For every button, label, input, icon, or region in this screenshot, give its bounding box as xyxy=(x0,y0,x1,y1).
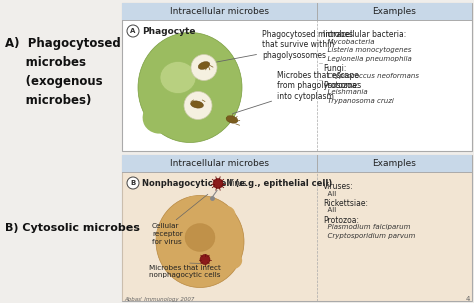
Ellipse shape xyxy=(185,224,215,251)
Ellipse shape xyxy=(220,251,242,269)
Ellipse shape xyxy=(184,196,204,212)
Text: Rickettsiae:: Rickettsiae: xyxy=(323,199,368,208)
Text: Cellular
receptor
for virus: Cellular receptor for virus xyxy=(152,224,183,245)
Ellipse shape xyxy=(143,97,182,134)
Text: Plasmodium falciparum: Plasmodium falciparum xyxy=(323,225,410,231)
Ellipse shape xyxy=(160,62,196,94)
Ellipse shape xyxy=(198,62,210,69)
Text: Phagocytosed microbes
that survive within
phagolysosomes: Phagocytosed microbes that survive withi… xyxy=(217,30,353,62)
Text: Protozoa:: Protozoa: xyxy=(323,216,359,225)
Bar xyxy=(122,155,472,172)
Text: Legionella pneumophila: Legionella pneumophila xyxy=(323,55,412,62)
Text: All: All xyxy=(323,191,336,197)
Text: A)  Phagocytosed
     microbes
     (exogenous
     microbes): A) Phagocytosed microbes (exogenous micr… xyxy=(5,37,121,107)
Ellipse shape xyxy=(156,195,244,288)
Text: 4: 4 xyxy=(465,296,470,302)
Bar xyxy=(122,3,472,151)
Text: Examples: Examples xyxy=(373,7,417,16)
Text: B: B xyxy=(130,180,136,186)
Text: Listeria monocytogenes: Listeria monocytogenes xyxy=(323,47,411,53)
Text: Microbes that escape
from phagolysosomes
into cytoplasm: Microbes that escape from phagolysosomes… xyxy=(233,71,361,114)
Text: Nonphagocytic cell (e.g., epithelial cell): Nonphagocytic cell (e.g., epithelial cel… xyxy=(142,178,332,188)
Text: Leishmania: Leishmania xyxy=(323,89,368,95)
Text: Virus: Virus xyxy=(224,179,247,188)
Text: A: A xyxy=(130,28,136,34)
Text: Intracellular microbes: Intracellular microbes xyxy=(170,159,269,168)
Circle shape xyxy=(213,178,223,188)
Text: Phagocyte: Phagocyte xyxy=(142,26,195,35)
Bar xyxy=(122,3,472,20)
Ellipse shape xyxy=(226,116,238,123)
Text: Viruses:: Viruses: xyxy=(323,182,354,191)
Text: Intracellular bacteria:: Intracellular bacteria: xyxy=(323,30,406,39)
Text: All: All xyxy=(323,208,336,214)
Text: Fungi:: Fungi: xyxy=(323,64,346,73)
Text: Abbas' Immunology 2007: Abbas' Immunology 2007 xyxy=(124,297,194,302)
Circle shape xyxy=(191,55,217,81)
Text: Examples: Examples xyxy=(373,159,417,168)
Circle shape xyxy=(200,255,210,265)
Text: Mycobacteria: Mycobacteria xyxy=(323,38,374,45)
Circle shape xyxy=(127,25,139,37)
Ellipse shape xyxy=(155,227,173,243)
Text: Cryptococcus neoformans: Cryptococcus neoformans xyxy=(323,72,419,78)
Text: B) Cytosolic microbes: B) Cytosolic microbes xyxy=(5,223,140,233)
Bar xyxy=(122,155,472,301)
Text: Intracellular microbes: Intracellular microbes xyxy=(170,7,269,16)
Ellipse shape xyxy=(191,101,203,108)
Text: Protozoa:: Protozoa: xyxy=(323,81,359,90)
Text: Microbes that infect
nonphagocytic cells: Microbes that infect nonphagocytic cells xyxy=(149,265,221,278)
Text: Cryptosporidium parvum: Cryptosporidium parvum xyxy=(323,233,415,239)
Ellipse shape xyxy=(216,206,236,224)
Circle shape xyxy=(127,177,139,189)
Text: Trypanosoma cruzi: Trypanosoma cruzi xyxy=(323,98,394,104)
Bar xyxy=(122,172,472,301)
Ellipse shape xyxy=(138,32,242,142)
Circle shape xyxy=(184,92,212,119)
